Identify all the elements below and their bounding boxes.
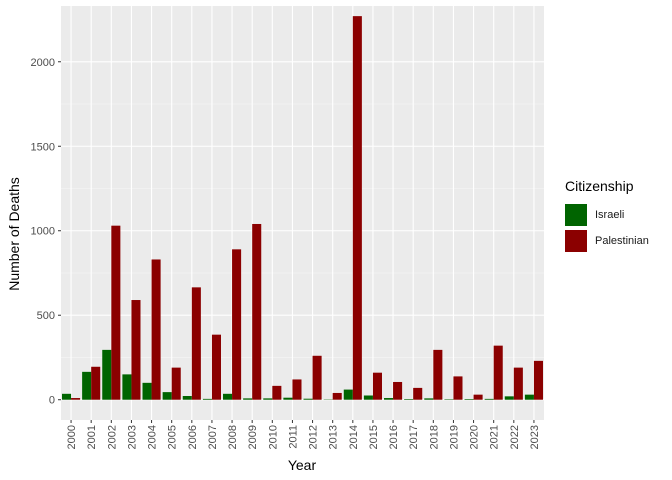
bar-palestinian-2018 — [433, 349, 443, 400]
y-axis-ticks: 0 500 1000 1500 2000 — [31, 57, 61, 407]
bar-israeli-2020 — [464, 399, 474, 400]
bar-israeli-2023 — [524, 394, 534, 400]
bar-israeli-2000 — [62, 393, 72, 400]
x-axis-label: Year — [288, 457, 317, 473]
x-tick-label: 2006 — [187, 425, 199, 449]
bar-palestinian-2004 — [151, 259, 161, 400]
bar-palestinian-2017 — [413, 387, 423, 400]
bar-palestinian-2008 — [232, 249, 242, 400]
minor-gridlines — [61, 103, 544, 358]
x-tick-label: 2003 — [126, 425, 138, 449]
x-tick-label: 2000 — [66, 425, 78, 449]
x-tick-label: 2019 — [448, 425, 460, 449]
bar-israeli-2004 — [142, 382, 152, 400]
bar-israeli-2015 — [363, 395, 373, 400]
bar-palestinian-2022 — [513, 367, 523, 400]
x-tick-label: 2005 — [167, 425, 179, 449]
x-tick-label: 2021 — [489, 425, 501, 449]
bar-israeli-2019 — [444, 399, 454, 400]
x-tick-label: 2020 — [469, 425, 481, 449]
bars — [62, 16, 543, 400]
bar-israeli-2005 — [162, 392, 172, 400]
y-axis-label: Number of Deaths — [6, 177, 22, 291]
bar-palestinian-2006 — [191, 287, 201, 400]
y-tick-label: 1000 — [31, 226, 55, 238]
bar-palestinian-2012 — [312, 355, 322, 400]
bar-palestinian-2007 — [211, 334, 221, 400]
legend-item-palestinian: Palestinian — [565, 228, 649, 254]
bar-israeli-2009 — [243, 398, 253, 400]
x-tick-label: 2011 — [287, 425, 299, 449]
plot-panel — [61, 6, 544, 420]
bar-palestinian-2011 — [292, 379, 302, 400]
y-tick-label: 1500 — [31, 141, 55, 153]
bar-israeli-2018 — [424, 398, 434, 400]
x-tick-label: 2007 — [207, 425, 219, 449]
bar-israeli-2001 — [82, 371, 92, 400]
x-tick-label: 2022 — [509, 425, 521, 449]
major-gridlines — [61, 6, 544, 420]
x-tick-label: 2002 — [106, 425, 118, 449]
bar-palestinian-2014 — [352, 16, 362, 400]
legend-title: Citizenship — [565, 178, 634, 194]
bar-palestinian-2015 — [372, 372, 382, 400]
x-tick-label: 2018 — [428, 425, 440, 449]
legend-key-israeli — [565, 204, 587, 226]
bar-palestinian-2001 — [91, 366, 101, 400]
bar-israeli-2003 — [122, 374, 132, 400]
bar-israeli-2012 — [303, 398, 313, 400]
x-tick-label: 2016 — [388, 425, 400, 449]
bar-israeli-2014 — [343, 389, 353, 400]
bar-palestinian-2009 — [252, 223, 262, 400]
bar-palestinian-2019 — [453, 376, 463, 400]
y-tick-label: 500 — [37, 310, 55, 322]
bar-israeli-2007 — [202, 398, 212, 400]
bar-israeli-2006 — [182, 396, 192, 400]
x-tick-label: 2013 — [328, 425, 340, 449]
bar-palestinian-2005 — [171, 367, 181, 400]
bar-israeli-2022 — [504, 396, 514, 400]
x-tick-label: 2004 — [147, 425, 159, 449]
legend: Citizenship Israeli Palestinian — [565, 178, 649, 254]
x-tick-label: 2023 — [529, 425, 541, 449]
x-tick-label: 2017 — [408, 425, 420, 449]
y-tick-label: 0 — [49, 395, 55, 407]
legend-label-israeli: Israeli — [595, 209, 625, 221]
bar-palestinian-2010 — [272, 385, 282, 400]
x-tick-label: 2014 — [348, 425, 360, 449]
bar-israeli-2021 — [484, 398, 494, 400]
x-tick-label: 2008 — [227, 425, 239, 449]
bar-palestinian-2021 — [493, 345, 503, 400]
bar-israeli-2011 — [283, 397, 293, 400]
x-tick-label: 2012 — [308, 425, 320, 449]
bar-israeli-2016 — [384, 398, 394, 400]
legend-key-palestinian — [565, 230, 587, 252]
x-axis-ticks: 2000 2001 2002 2003 2004 2005 2006 2007 2008 2009… — [66, 420, 541, 449]
bar-israeli-2010 — [263, 398, 273, 400]
legend-item-israeli: Israeli — [565, 202, 649, 228]
x-tick-label: 2010 — [267, 425, 279, 449]
bar-israeli-2017 — [404, 399, 414, 400]
y-tick-label: 2000 — [31, 57, 55, 69]
bar-palestinian-2023 — [533, 360, 543, 400]
bar-israeli-2002 — [102, 349, 112, 400]
bar-palestinian-2002 — [111, 225, 121, 400]
legend-label-palestinian: Palestinian — [595, 235, 649, 247]
bar-palestinian-2016 — [393, 381, 403, 400]
x-tick-label: 2009 — [247, 425, 259, 449]
bar-palestinian-2020 — [473, 394, 483, 400]
bar-israeli-2008 — [223, 393, 233, 400]
x-tick-label: 2001 — [86, 425, 98, 449]
bar-palestinian-2013 — [332, 392, 342, 400]
x-tick-label: 2015 — [368, 425, 380, 449]
bar-palestinian-2000 — [71, 398, 81, 400]
bar-palestinian-2003 — [131, 300, 141, 400]
